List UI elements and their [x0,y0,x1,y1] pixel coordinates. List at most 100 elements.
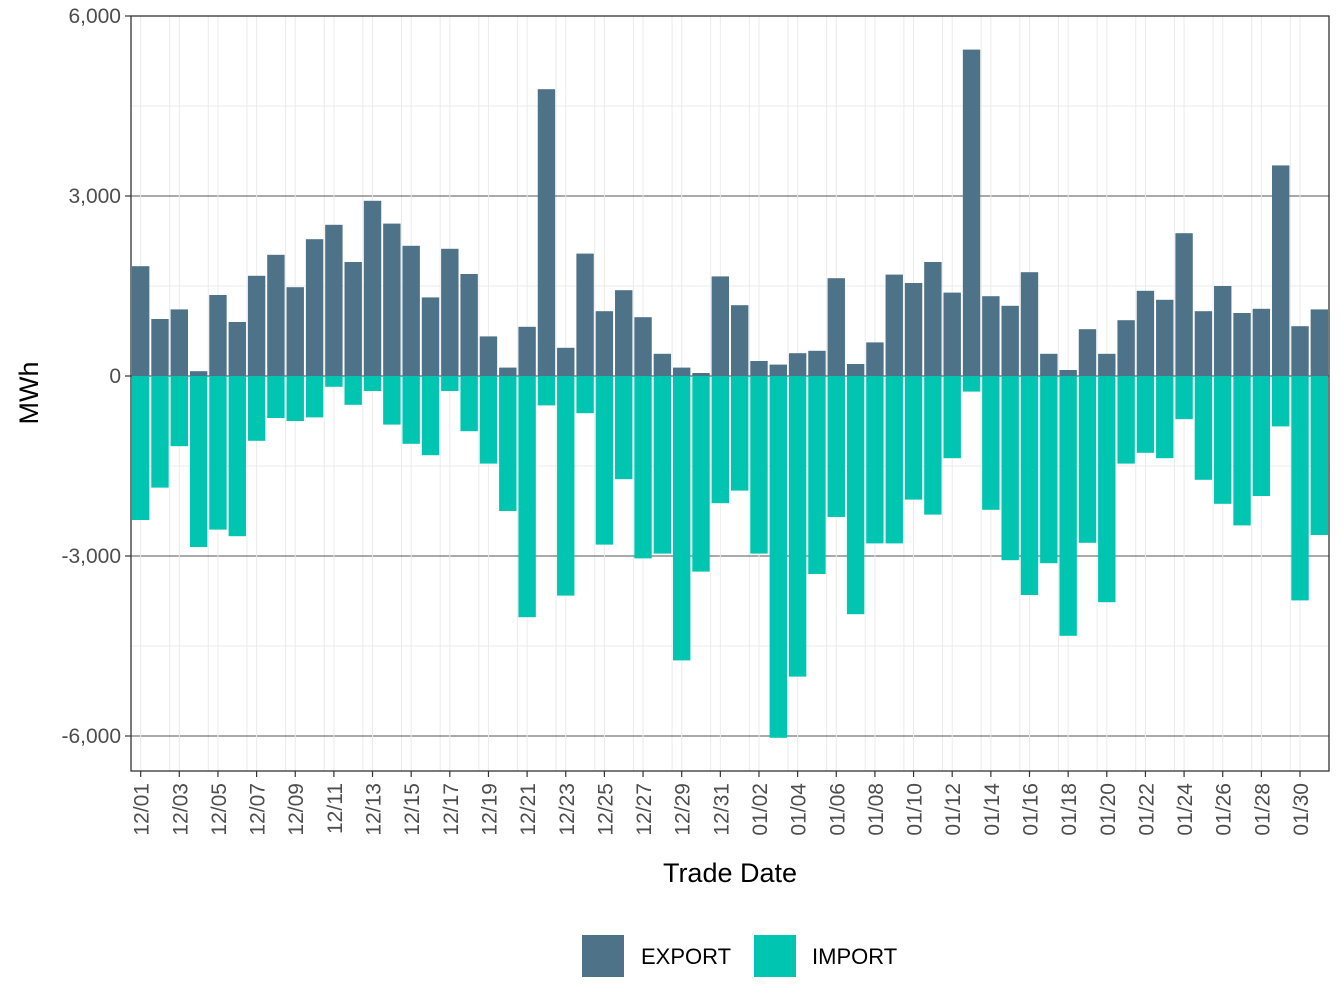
bar-import: 01/21 IMPORT: -1460 [1117,376,1135,464]
bar-import: 01/05 IMPORT: -3300 [808,376,826,574]
bar-import: 12/26 IMPORT: -1720 [615,376,633,480]
bar-import: 01/17 IMPORT: -3120 [1040,376,1058,564]
bar-import: 01/26 IMPORT: -2130 [1214,376,1232,504]
bar-export: 01/22 EXPORT: 1420 [1136,290,1155,376]
bar-import: 12/20 IMPORT: -2250 [499,376,517,511]
bar-import: 01/02 IMPORT: -2960 [750,376,768,554]
bar-export: 01/18 EXPORT: 100 [1059,370,1077,376]
bar-import: 12/15 IMPORT: -1130 [402,376,420,444]
bar-import: 01/11 IMPORT: -2310 [924,376,942,515]
panel-border [130,15,1330,772]
bar-import: 01/01 IMPORT: -1910 [730,376,749,491]
bar-import: 01/18 IMPORT: -4330 [1059,376,1077,636]
x-tick-label: 01/30 [1290,783,1313,836]
bar-export: 12/24 EXPORT: 2040 [576,253,594,376]
y-tick-label: 3,000 [68,185,121,208]
legend-swatch-export [582,935,624,977]
x-tick-label: 12/13 [363,783,386,836]
bar-import: 12/01 IMPORT: -2400 [131,376,150,520]
bar-export: 01/31 EXPORT: 1110 [1310,309,1329,376]
y-tick-label: 6,000 [68,5,121,28]
bar-export: 12/29 EXPORT: 140 [673,367,691,376]
bar-import: 12/05 IMPORT: -2560 [209,376,227,530]
bar-import: 12/04 IMPORT: -2850 [189,376,208,547]
bar-export: 12/25 EXPORT: 1080 [595,311,614,376]
bar-import: 12/06 IMPORT: -2670 [228,376,246,537]
legend: EXPORT IMPORT [582,935,897,977]
x-tick-label: 01/28 [1251,783,1274,836]
bar-import: 12/07 IMPORT: -1080 [247,376,266,441]
x-tick-label: 12/01 [131,783,154,836]
bar-export: 12/11 EXPORT: 2520 [325,224,343,376]
x-tick-label: 01/06 [826,783,849,836]
y-axis-title: MWh [14,362,44,425]
x-tick-label: 12/19 [478,783,501,836]
bar-export: 12/26 EXPORT: 1430 [615,290,633,376]
bar-import: 12/22 IMPORT: -490 [537,376,556,406]
bar-import: 12/08 IMPORT: -700 [267,376,285,418]
plot-border [130,15,1330,772]
bar-export: 12/04 EXPORT: 80 [189,371,208,376]
bar-export: 01/04 EXPORT: 380 [788,353,807,376]
legend-label-import: IMPORT [812,944,897,969]
grid-minor [131,16,1329,771]
bar-export: 12/23 EXPORT: 470 [557,347,575,376]
bar-export: 01/17 EXPORT: 370 [1040,353,1058,376]
bar-import: 12/14 IMPORT: -810 [383,376,401,425]
x-tick-label: 01/18 [1058,783,1081,836]
x-tick-label: 01/20 [1097,783,1120,836]
legend-swatch-import [754,935,796,977]
bar-export: 12/18 EXPORT: 1700 [460,274,478,376]
y-tick-label: 0 [109,365,121,388]
bar-import: 12/30 IMPORT: -3260 [692,376,710,572]
bar-export: 01/29 EXPORT: 3510 [1272,165,1290,376]
bar-import: 12/21 IMPORT: -4020 [518,376,536,618]
bar-export: 12/27 EXPORT: 980 [634,317,652,376]
bar-import: 01/29 IMPORT: -840 [1272,376,1290,427]
bar-export: 01/14 EXPORT: 1330 [982,296,1000,376]
x-tick-label: 12/27 [633,783,656,836]
bar-import: 01/08 IMPORT: -2790 [866,376,884,544]
bar-export: 12/05 EXPORT: 1350 [209,295,227,376]
bar-export: 12/03 EXPORT: 1110 [170,309,188,376]
bar-import: 01/27 IMPORT: -2490 [1233,376,1251,526]
bar-export: 01/02 EXPORT: 250 [750,361,768,376]
y-axis: 6,000 3,000 0 -3,000 -6,000 [61,5,131,748]
bar-export: 01/07 EXPORT: 200 [846,364,865,376]
y-tick-label: -3,000 [61,545,121,568]
bar-import: 12/02 IMPORT: -1860 [151,376,169,488]
bar-import: 01/12 IMPORT: -1370 [943,376,961,459]
bar-export: 01/28 EXPORT: 1120 [1252,308,1271,376]
x-tick-label: 01/16 [1020,783,1043,836]
bar-export: 01/09 EXPORT: 1690 [885,274,903,376]
bar-export: 12/08 EXPORT: 2020 [267,254,285,376]
bar-export: 12/13 EXPORT: 2920 [363,200,382,376]
bar-export: 12/14 EXPORT: 2540 [383,223,401,376]
bar-import: 01/30 IMPORT: -3740 [1291,376,1309,601]
x-tick-label: 01/08 [865,783,888,836]
bar-export: 01/27 EXPORT: 1050 [1233,313,1251,376]
bar-import: 01/16 IMPORT: -3650 [1020,376,1039,595]
bar-import: 01/09 IMPORT: -2790 [885,376,903,544]
bar-export: 12/30 EXPORT: 50 [692,373,710,376]
x-tick-label: 01/26 [1213,783,1236,836]
bar-export: 12/12 EXPORT: 1900 [344,262,362,376]
bar-export: 12/01 EXPORT: 1830 [131,266,150,376]
bar-import: 12/16 IMPORT: -1320 [421,376,440,456]
bars-layer: 12/01 EXPORT: 183012/02 EXPORT: 95012/03… [131,49,1329,738]
x-tick-label: 12/21 [517,783,540,836]
x-tick-label: 12/03 [169,783,192,836]
bar-export: 12/31 EXPORT: 1660 [711,276,730,376]
bar-import: 01/06 IMPORT: -2350 [827,376,845,517]
bar-import: 01/03 IMPORT: -6030 [769,376,787,738]
bar-export: 12/02 EXPORT: 950 [151,319,169,376]
x-tick-label: 12/11 [324,783,347,834]
bar-export: 01/24 EXPORT: 2380 [1175,233,1193,376]
bar-export: 01/13 EXPORT: 5440 [962,49,981,376]
bar-export: 01/20 EXPORT: 370 [1098,353,1116,376]
bar-import: 12/09 IMPORT: -750 [286,376,304,421]
x-axis-title: Trade Date [663,858,797,888]
bar-export: 12/09 EXPORT: 1480 [286,287,304,376]
bar-export: 01/11 EXPORT: 1900 [924,262,942,376]
x-tick-label: 12/29 [672,783,695,836]
